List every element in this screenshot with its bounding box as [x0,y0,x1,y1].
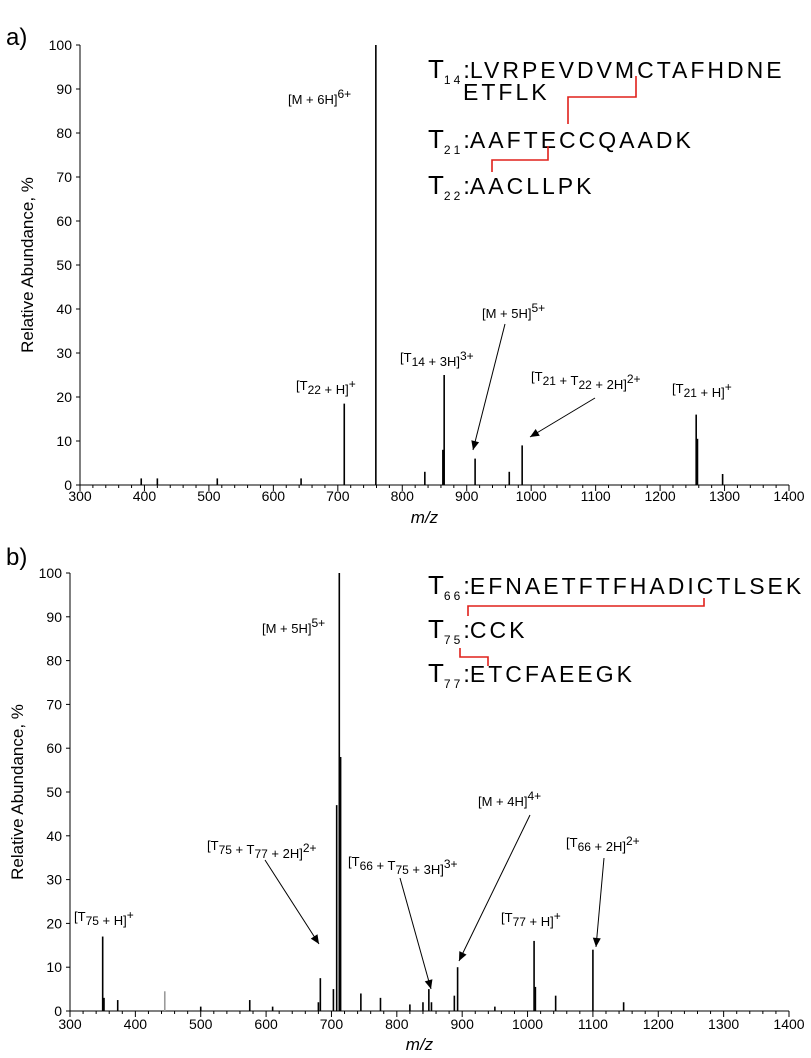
x-tick-label: 1200 [643,1016,674,1032]
arrow-line [458,814,531,962]
panel-label: a) [6,24,27,51]
x-tick-label: 600 [254,1016,278,1032]
y-tick-label: 30 [46,872,62,888]
sequence-label: T21:AAFTECCQAADK [428,124,694,157]
x-tick-label: 1400 [773,488,804,504]
y-tick-label: 20 [56,389,72,405]
peak-annotation: [T77 + H]+ [501,909,561,929]
sequence-label: T22:AACLLPK [428,170,594,203]
panel-a: a) 0 10 20 30 40 50 60 70 80 90 100 300 400 500 600 700 8… [6,24,805,527]
peak-annotation: [T14 + 3H]3+ [400,349,474,369]
y-axis-label: Relative Abundance, % [8,704,27,880]
x-tick-label: 1300 [708,1016,739,1032]
arrow-head [459,951,467,961]
peak-annotation: [T21 + H]+ [672,380,732,400]
x-tick-label: 1400 [773,1016,804,1032]
sequence-label: T14:LVRPEVDVMCTAFHDNE [428,54,785,87]
x-tick-label: 500 [189,1016,213,1032]
x-tick-label: 300 [58,1016,82,1032]
sequence-continuation: ETFLK [463,79,550,105]
peak-annotation: [T22 + H]+ [296,377,356,397]
sequence-label: T75:CCK [428,614,527,647]
y-tick-label: 40 [46,828,62,844]
arrow-line [472,323,506,451]
x-tick-label: 800 [391,488,415,504]
disulfide-bond [491,146,549,172]
x-tick-label: 600 [262,488,286,504]
y-tick-label: 100 [49,37,73,53]
sequence-label: T77:ETCFAEEGK [428,658,635,691]
arrow-line [264,859,320,945]
panel-b: b) 0 10 20 30 40 50 60 70 80 90 100 300 400 500 600 700 8… [6,544,805,1054]
y-tick-label: 100 [39,565,63,581]
arrow-head [530,428,540,437]
peak-annotation: [T75 + H]+ [74,908,134,928]
x-tick-label: 700 [320,1016,344,1032]
arrow-head [592,937,601,947]
y-tick-label: 30 [56,345,72,361]
y-axis-label: Relative Abundance, % [18,177,37,353]
peak-annotation: [T21 + T22 + 2H]2+ [531,369,641,392]
y-tick-label: 80 [46,653,62,669]
x-tick-label: 1200 [645,488,676,504]
y-tick-label: 0 [64,477,72,493]
arrow-line [595,857,605,948]
x-axis-label: m/z [406,1035,434,1054]
y-tick-label: 50 [46,784,62,800]
disulfide-bond [567,76,637,124]
y-tick-label: 80 [56,125,72,141]
y-tick-label: 50 [56,257,72,273]
y-tick-label: 90 [56,81,72,97]
x-tick-label: 1300 [709,488,740,504]
arrow-head [310,934,319,944]
x-tick-label: 900 [451,1016,475,1032]
arrow-line [529,397,596,438]
peak-annotation: [M + 5H]5+ [482,301,545,321]
y-tick-label: 60 [56,213,72,229]
peak-annotation: [T75 + T77 + 2H]2+ [207,838,317,861]
peak-annotation: [T66 + 2H]2+ [566,834,640,854]
y-tick-label: 90 [46,609,62,625]
peak-annotation: [M + 6H]6+ [288,87,351,107]
peak-annotation: [T66 + T75 + 3H]3+ [348,854,458,877]
y-tick-label: 10 [46,959,62,975]
y-tick-label: 70 [56,169,72,185]
disulfide-bond [467,598,705,616]
y-tick-label: 0 [54,1003,62,1019]
disulfide-bond [459,648,489,666]
arrow-head [424,979,433,989]
x-tick-label: 500 [197,488,221,504]
y-tick-label: 20 [46,915,62,931]
peak-annotation: [M + 4H]4+ [478,789,541,809]
x-tick-label: 1100 [581,488,611,504]
x-tick-label: 700 [326,488,350,504]
y-tick-label: 40 [56,301,72,317]
x-tick-label: 1100 [578,1016,608,1032]
peak-annotation: [M + 5H]5+ [262,616,325,636]
panel-label: b) [6,544,27,571]
arrow-head [471,440,480,450]
x-tick-label: 300 [68,488,92,504]
sequence-label: T66:EFNAETFTFHADICTLSEK [428,570,804,603]
arrow-line [399,877,432,990]
y-tick-label: 10 [56,433,72,449]
x-tick-label: 900 [455,488,479,504]
y-tick-label: 70 [46,696,62,712]
x-axis-label: m/z [411,508,439,527]
x-tick-label: 1000 [512,1016,543,1032]
x-tick-label: 1000 [516,488,547,504]
x-tick-label: 400 [124,1016,148,1032]
x-tick-label: 800 [385,1016,409,1032]
y-tick-label: 60 [46,740,62,756]
x-tick-label: 400 [133,488,157,504]
